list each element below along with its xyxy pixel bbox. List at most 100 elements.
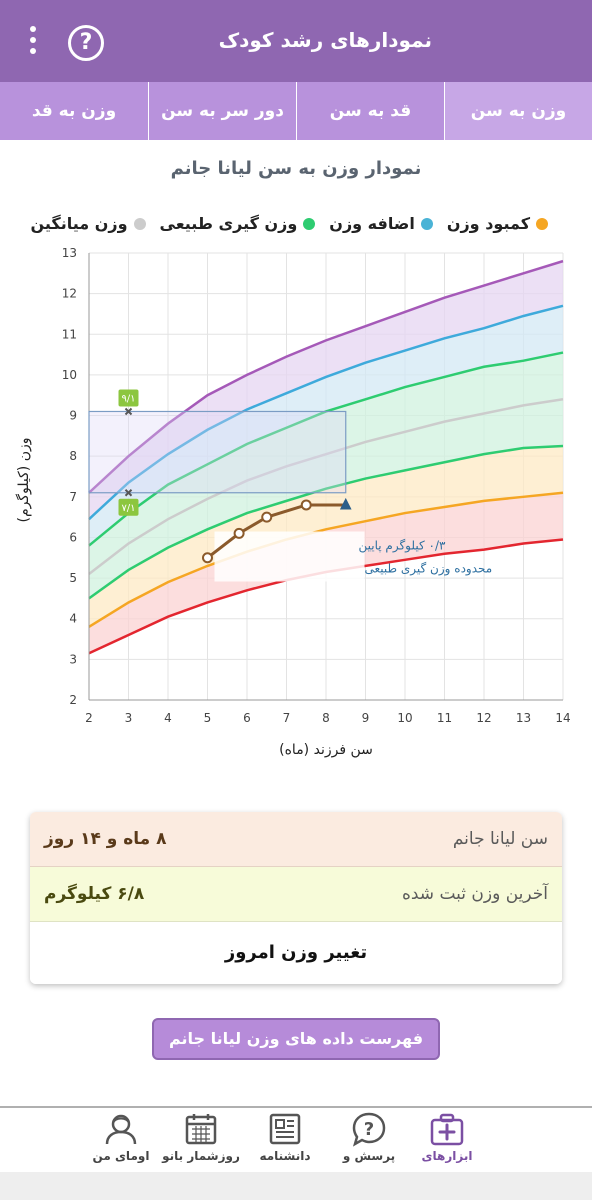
child-info-card: سن لیانا جانم ۸ ماه و ۱۴ روز آخرین وزن ث… <box>30 812 562 984</box>
chart-band <box>89 352 563 575</box>
x-tick-label: 12 <box>476 711 491 725</box>
tab-weight-for-age[interactable]: وزن به سن <box>444 82 592 140</box>
chart-band <box>89 492 563 654</box>
x-tick-label: 13 <box>516 711 531 725</box>
nav-calendar[interactable]: روزشمار بانو <box>156 1108 246 1174</box>
tab-head-circumference-for-age[interactable]: دور سر به سن <box>148 82 296 140</box>
y-tick-label: 4 <box>69 612 77 626</box>
x-tick-label: 10 <box>397 711 412 725</box>
last-weight-label: آخرین وزن ثبت شده <box>401 884 548 904</box>
child-weight-point <box>202 552 213 564</box>
legend-label-overweight: اضافه وزن <box>329 214 415 233</box>
annotation-background <box>214 531 365 582</box>
tab-bar: وزن به سن قد به سن دور سر به سن وزن به ق… <box>0 82 592 140</box>
y-tick-label: 12 <box>62 287 77 301</box>
tab-weight-for-height[interactable]: وزن به قد <box>31 101 117 121</box>
x-axis-label: سن فرزند (ماه) <box>279 742 373 758</box>
page-title: نمودارهای رشد کودک <box>218 28 432 52</box>
chart-title: نمودار وزن به سن لیانا جانم <box>170 158 422 179</box>
legend-average[interactable]: وزن میانگین <box>30 214 146 233</box>
change-weight-today-button[interactable]: تغییر وزن امروز <box>30 922 562 984</box>
x-tick-label: 9 <box>362 711 370 725</box>
nav-calendar-label: روزشمار بانو <box>162 1149 240 1163</box>
y-tick-label: 7 <box>69 490 77 504</box>
system-navigation-bar <box>0 1172 592 1200</box>
app-bar: ? نمودارهای رشد کودک <box>0 0 592 82</box>
legend-dot-underweight <box>536 217 548 230</box>
legend-dot-normal <box>303 217 316 230</box>
nav-my-profile[interactable]: اومای من <box>76 1108 166 1174</box>
nav-questions-label: پرسش و <box>342 1149 396 1163</box>
y-tick-label: 6 <box>69 530 77 544</box>
svg-text:?: ? <box>364 1119 374 1140</box>
child-weight-point <box>300 499 312 511</box>
bottom-navigation: ابزارهای ? پرسش و دانشنامه روزشمار بانو … <box>0 1106 592 1172</box>
weight-for-age-chart[interactable]: 2 3 4 5 6 7 8 9 10 11 12 13 14 2 3 4 5 6 7 8 9 10 11 12 13 ۰/۳ کی… <box>0 240 592 740</box>
chart-band <box>89 446 563 627</box>
change-weight-today-label: تغییر وزن امروز <box>224 942 368 963</box>
y-tick-label: 8 <box>69 449 77 463</box>
age-row: سن لیانا جانم ۸ ماه و ۱۴ روز <box>30 812 562 867</box>
age-label: سن لیانا جانم <box>452 829 548 849</box>
marker-label: ۹/۱ <box>121 393 135 404</box>
legend-label-normal: وزن گیری طبیعی <box>159 214 298 233</box>
x-tick-label: 5 <box>204 711 212 725</box>
x-tick-label: 2 <box>85 711 93 725</box>
chart-band <box>89 399 563 599</box>
legend-label-underweight: کمبود وزن <box>446 214 530 233</box>
y-tick-label: 11 <box>62 327 77 341</box>
annotation-line-2: محدوده وزن گیری طبیعی <box>365 562 493 577</box>
x-tick-label: 14 <box>555 711 570 725</box>
x-tick-label: 7 <box>283 711 291 725</box>
y-tick-label: 2 <box>69 693 77 707</box>
nav-tools[interactable]: ابزارهای <box>402 1108 492 1174</box>
calendar-icon <box>185 1114 217 1145</box>
legend-label-average: وزن میانگین <box>30 214 128 233</box>
y-tick-label: 10 <box>62 368 77 382</box>
marker-cross <box>124 489 133 497</box>
x-tick-label: 6 <box>243 711 251 725</box>
last-weight-value: ۶/۸ کیلوگرم <box>44 884 145 904</box>
y-tick-label: 5 <box>69 571 77 585</box>
help-icon[interactable]: ? <box>68 25 104 61</box>
weight-data-list-button[interactable]: فهرست داده های وزن لیانا جانم <box>152 1018 440 1060</box>
reference-box <box>88 410 347 494</box>
nav-encyclopedia-label: دانشنامه <box>259 1149 311 1163</box>
nav-my-profile-label: اومای من <box>92 1149 150 1163</box>
nav-tools-label: ابزارهای <box>421 1149 473 1163</box>
child-weight-latest-point <box>339 497 352 510</box>
marker-badge <box>118 498 139 516</box>
newspaper-icon <box>269 1113 301 1145</box>
growth-curve <box>88 259 564 494</box>
tab-height-for-age[interactable]: قد به سن <box>296 82 444 140</box>
legend-normal[interactable]: وزن گیری طبیعی <box>160 214 316 233</box>
user-avatar-icon <box>105 1114 137 1145</box>
age-value: ۸ ماه و ۱۴ روز <box>44 829 167 849</box>
growth-curve <box>88 444 564 600</box>
chart-band <box>89 261 563 520</box>
legend-overweight[interactable]: اضافه وزن <box>329 214 433 233</box>
growth-curve <box>88 491 564 628</box>
y-tick-label: 9 <box>69 409 77 423</box>
last-weight-row: آخرین وزن ثبت شده ۶/۸ کیلوگرم <box>30 867 562 922</box>
nav-encyclopedia[interactable]: دانشنامه <box>240 1108 330 1174</box>
marker-cross <box>124 407 133 416</box>
marker-label: ۷/۱ <box>121 503 135 514</box>
chart-band <box>89 305 563 546</box>
chart-legend: کمبود وزن اضافه وزن وزن گیری طبیعی وزن م… <box>30 214 548 233</box>
legend-dot-average <box>133 217 146 230</box>
legend-underweight[interactable]: کمبود وزن <box>447 214 548 233</box>
x-tick-label: 4 <box>164 711 172 725</box>
y-axis-label: وزن (کیلوگرم) <box>16 437 32 523</box>
question-bubble-icon: ? <box>352 1112 386 1147</box>
legend-dot-overweight <box>420 217 433 230</box>
y-tick-label: 13 <box>62 246 77 260</box>
growth-curve <box>88 398 564 576</box>
annotation-line-1: ۰/۳ کیلوگرم پایین <box>359 539 446 554</box>
more-menu-icon[interactable] <box>26 26 40 62</box>
marker-badge <box>118 389 139 407</box>
nav-questions[interactable]: ? پرسش و <box>324 1108 414 1174</box>
medical-kit-icon <box>430 1113 464 1146</box>
x-tick-label: 8 <box>322 711 330 725</box>
child-weight-point <box>233 527 245 539</box>
